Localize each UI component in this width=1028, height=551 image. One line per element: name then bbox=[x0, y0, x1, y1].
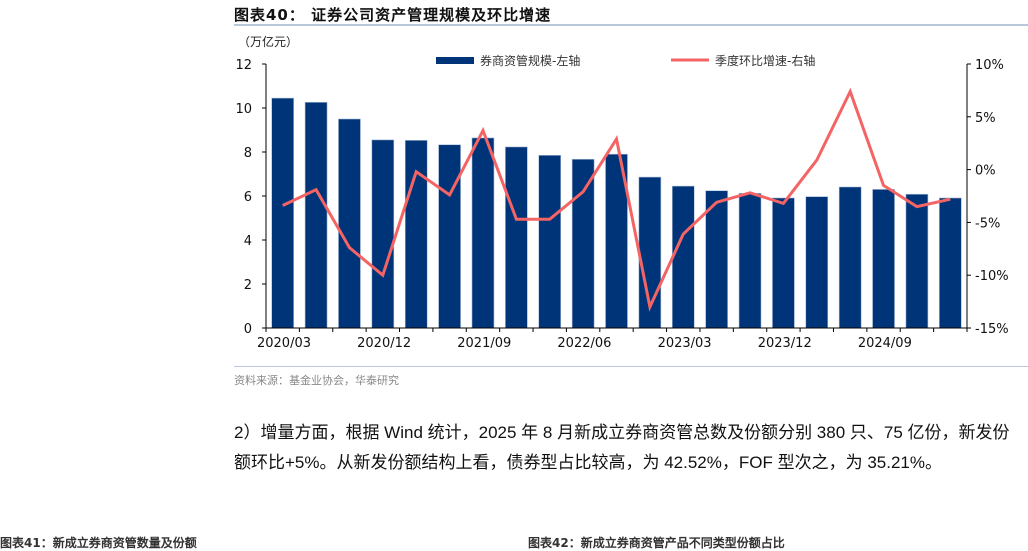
source-divider bbox=[234, 366, 1028, 367]
x-tick-label: 2023/03 bbox=[658, 336, 712, 351]
x-tick-label: 2020/12 bbox=[357, 336, 411, 351]
bar bbox=[806, 197, 828, 328]
bar bbox=[439, 145, 461, 328]
bar bbox=[772, 198, 794, 328]
right-tick-label: -5% bbox=[975, 216, 1000, 231]
left-tick-label: 8 bbox=[244, 146, 252, 161]
chart: 0 2 4 6 8 10 12 -15% -10% -5% 0% 5% 10% 2020/03 2020/1… bbox=[0, 0, 1028, 360]
bar bbox=[405, 140, 427, 328]
body-paragraph: 2）增量方面，根据 Wind 统计，2025 年 8 月新成立券商资管总数及份额… bbox=[234, 418, 1024, 478]
left-tick-label: 2 bbox=[244, 278, 252, 293]
bar bbox=[939, 198, 961, 328]
left-tick-label: 12 bbox=[235, 58, 252, 73]
x-tick-label: 2024/09 bbox=[858, 336, 912, 351]
bar bbox=[539, 155, 561, 328]
x-tick-label: 2020/03 bbox=[257, 336, 311, 351]
bar bbox=[839, 187, 861, 328]
bar bbox=[739, 193, 761, 328]
source-note: 资料来源：基金业协会，华泰研究 bbox=[234, 372, 399, 388]
bar bbox=[338, 119, 360, 328]
left-tick-label: 4 bbox=[244, 234, 252, 249]
bar bbox=[906, 194, 928, 328]
bar bbox=[873, 189, 895, 328]
bar bbox=[672, 186, 694, 328]
bar bbox=[305, 102, 327, 328]
legend-bar-label: 券商资管规模-左轴 bbox=[480, 53, 580, 68]
right-tick-label: 5% bbox=[975, 111, 996, 126]
x-tick-label: 2021/09 bbox=[457, 336, 511, 351]
bar bbox=[472, 138, 494, 328]
right-tick-label: -10% bbox=[975, 269, 1009, 284]
legend-bar-swatch bbox=[436, 57, 474, 64]
left-tick-label: 6 bbox=[244, 190, 252, 205]
bar bbox=[505, 147, 527, 328]
left-tick-label: 10 bbox=[235, 102, 252, 117]
bar bbox=[572, 159, 594, 328]
right-tick-label: 0% bbox=[975, 164, 996, 179]
left-tick-label: 0 bbox=[244, 322, 252, 337]
bar bbox=[272, 98, 294, 328]
legend-line-label: 季度环比增速-右轴 bbox=[715, 53, 815, 68]
x-tick-label: 2023/12 bbox=[758, 336, 812, 351]
bar bbox=[372, 140, 394, 328]
right-tick-label: 10% bbox=[975, 58, 1004, 73]
right-tick-label: -15% bbox=[975, 322, 1009, 337]
x-tick-label: 2022/06 bbox=[557, 336, 611, 351]
